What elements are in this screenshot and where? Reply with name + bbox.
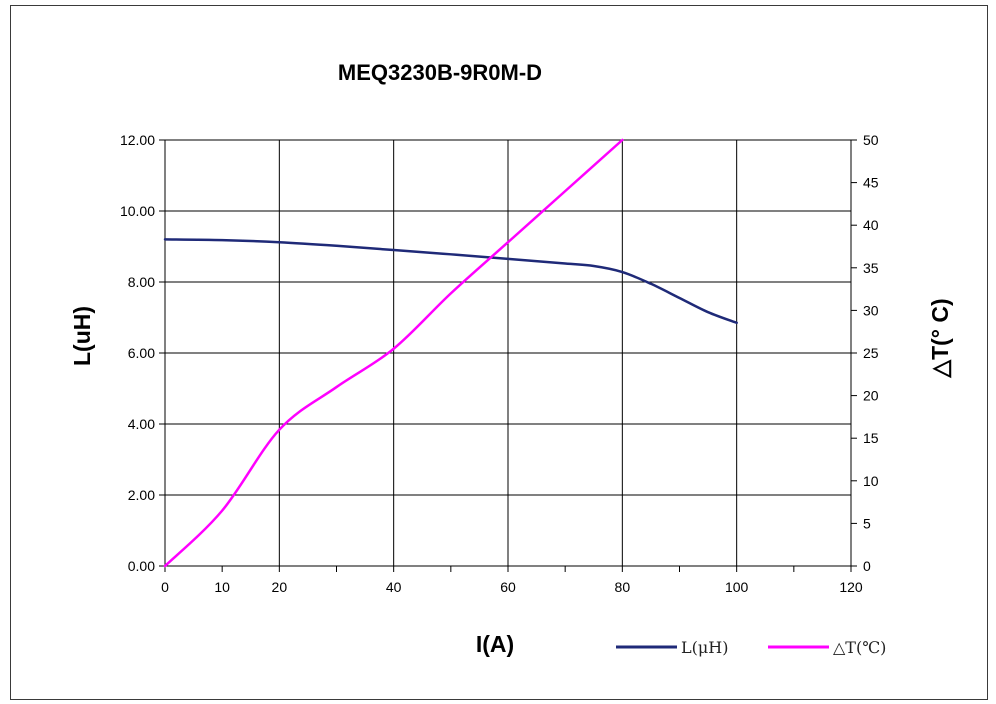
left-tick-label: 8.00: [128, 274, 155, 290]
left-axis-ticks: 0.00 2.00 4.00 6.00 8.00 10.00 12.00: [120, 132, 165, 574]
right-axis-ticks: 0 5 10 15 20 25 30 35 40 45 50: [851, 132, 879, 574]
x-tick-label: 10: [214, 579, 230, 595]
right-tick-label: 35: [863, 260, 879, 276]
series-layer: [163, 138, 738, 568]
x-tick-label: 100: [725, 579, 749, 595]
left-axis-title: L(uH): [69, 306, 95, 366]
x-tick-label: 40: [386, 579, 402, 595]
x-tick-label: 120: [839, 579, 863, 595]
left-tick-label: 4.00: [128, 416, 155, 432]
right-tick-label: 5: [863, 515, 871, 531]
series-line-inductance: [163, 238, 738, 325]
x-tick-label: 0: [161, 579, 169, 595]
right-tick-label: 50: [863, 132, 879, 148]
right-tick-label: 20: [863, 388, 879, 404]
left-tick-label: 0.00: [128, 558, 155, 574]
right-tick-label: 45: [863, 175, 879, 191]
left-tick-label: 2.00: [128, 487, 155, 503]
series-line-temperature-rise: [163, 138, 624, 568]
chart-title: MEQ3230B-9R0M-D: [338, 60, 542, 85]
legend-label-dt: △T(℃): [833, 638, 886, 657]
x-axis-title: I(A): [476, 631, 514, 657]
left-tick-label: 6.00: [128, 345, 155, 361]
x-tick-label: 80: [615, 579, 631, 595]
right-tick-label: 0: [863, 558, 871, 574]
left-tick-label: 10.00: [120, 203, 155, 219]
x-axis-ticks: 0 10 20 40 60 80 100 120: [161, 566, 863, 595]
right-tick-label: 30: [863, 302, 879, 318]
x-tick-label: 60: [500, 579, 516, 595]
right-tick-label: 40: [863, 217, 879, 233]
right-tick-label: 15: [863, 430, 879, 446]
right-tick-label: 10: [863, 473, 879, 489]
legend-label-l: L(μH): [681, 638, 728, 657]
right-axis-title: △T(° C): [927, 298, 953, 378]
left-tick-label: 12.00: [120, 132, 155, 148]
right-tick-label: 25: [863, 345, 879, 361]
x-tick-label: 20: [272, 579, 288, 595]
legend: L(μH) △T(℃): [616, 638, 886, 657]
grid-lines: [164, 139, 852, 567]
